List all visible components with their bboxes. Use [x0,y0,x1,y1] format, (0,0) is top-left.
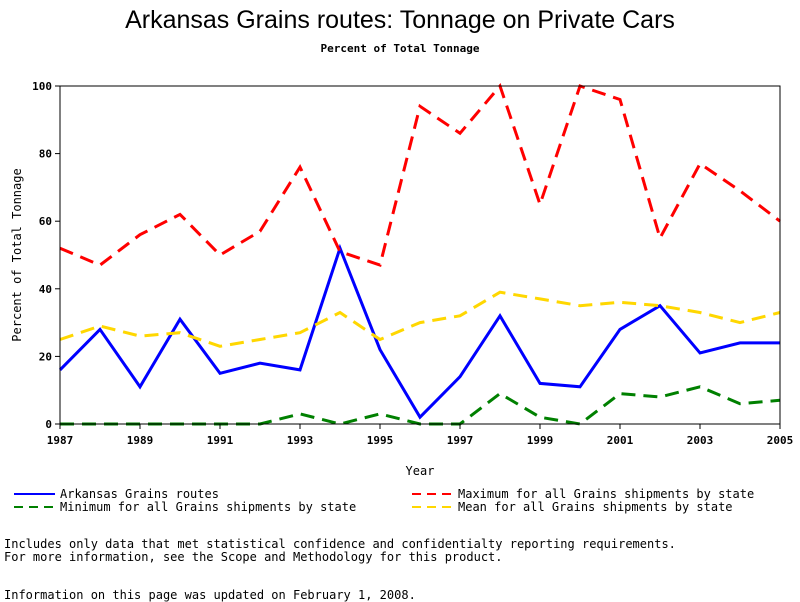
x-tick-label: 1993 [287,434,314,447]
y-tick-label: 80 [39,148,52,161]
x-tick-label: 1995 [367,434,394,447]
methodology-note: For more information, see the Scope and … [4,550,503,564]
x-tick-label: 1991 [207,434,234,447]
x-tick-label: 1997 [447,434,474,447]
x-tick-label: 1989 [127,434,154,447]
x-axis-label: Year [406,464,435,478]
x-tick-label: 2001 [607,434,634,447]
legend-label-0: Arkansas Grains routes [60,487,219,501]
updated-note: Information on this page was updated on … [4,588,416,602]
legend-label-1: Maximum for all Grains shipments by stat… [458,487,754,501]
y-tick-label: 20 [39,350,52,363]
chart-title: Arkansas Grains routes: Tonnage on Priva… [125,6,675,34]
confidentiality-note: Includes only data that met statistical … [4,537,676,551]
y-tick-label: 40 [39,283,52,296]
y-tick-label: 0 [45,418,52,431]
plot-frame [59,85,781,425]
x-tick-label: 2005 [767,434,794,447]
x-tick-label: 2003 [687,434,714,447]
y-tick-label: 60 [39,215,52,228]
x-tick-label: 1987 [47,434,74,447]
series-line-3 [59,290,781,348]
chart-subtitle: Percent of Total Tonnage [320,42,480,55]
legend-label-2: Minimum for all Grains shipments by stat… [60,500,356,514]
series-line-1 [59,83,781,268]
y-tick-label: 100 [32,80,52,93]
y-axis-label: Percent of Total Tonnage [10,168,24,341]
x-tick-label: 1999 [527,434,554,447]
legend-label-3: Mean for all Grains shipments by state [458,500,733,514]
series-line-0 [58,243,780,420]
